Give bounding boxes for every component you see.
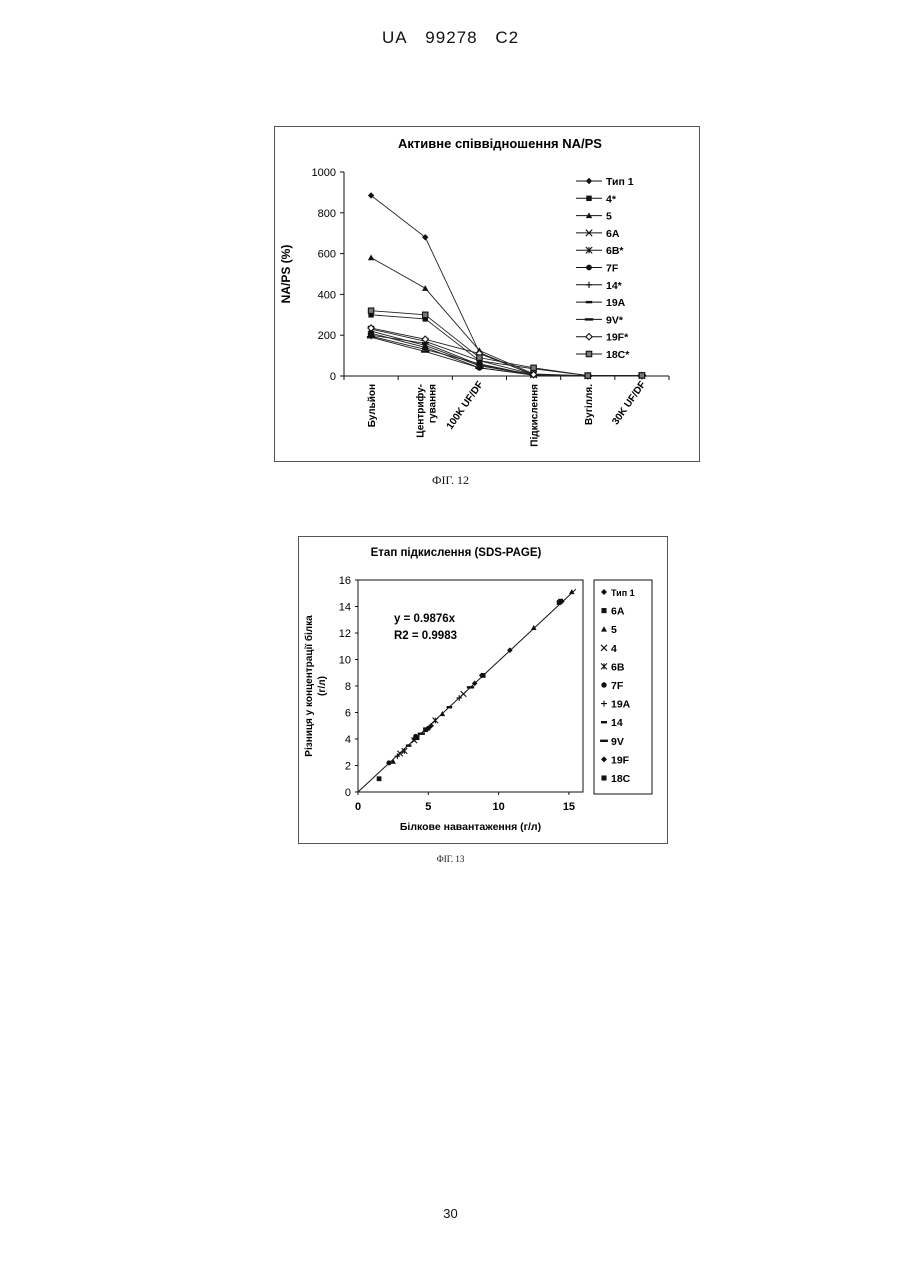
chart1-y-tick-label: 400	[318, 289, 336, 301]
chart2-x-tick-label: 0	[355, 801, 361, 813]
chart2-title: Етап підкислення (SDS-PAGE)	[371, 547, 542, 559]
chart1-point	[475, 367, 483, 369]
patent-header: UA 99278 C2	[0, 28, 901, 48]
chart2-legend-label: 14	[611, 717, 623, 729]
chart1-point	[531, 365, 536, 370]
chart1-legend-label: 19A	[606, 297, 626, 309]
chart2-y-tick-label: 12	[339, 628, 351, 640]
page-number: 30	[0, 1206, 901, 1221]
chart2-point	[467, 686, 474, 688]
chart2-point	[386, 760, 391, 765]
chart1-point	[639, 373, 644, 378]
chart1-legend-label: Тип 1	[606, 176, 634, 188]
chart2-annotation: R2 = 0.9983	[394, 630, 457, 642]
chart1-legend-marker	[586, 351, 591, 356]
chart1-y-tick-label: 0	[330, 371, 336, 383]
chart2-legend-label: Тип 1	[611, 588, 635, 598]
patent-country: UA	[382, 28, 408, 47]
chart1-y-tick-label: 200	[318, 330, 336, 342]
chart1-legend-label: 7F	[606, 263, 619, 275]
chart2-legend-label: 7F	[611, 680, 624, 692]
chart1-point	[585, 373, 590, 378]
chart1-title: Активне співвідношення NA/PS	[398, 136, 602, 151]
chart1-point	[367, 336, 375, 338]
chart2-point	[557, 600, 562, 605]
chart1-frame	[275, 127, 700, 462]
chart2-y-label-1: Різниця у концентрації білка	[303, 615, 315, 757]
chart1-legend-label: 9V*	[606, 314, 624, 326]
patent-kind: C2	[495, 28, 519, 47]
caption-fig13: ФІГ. 13	[0, 854, 901, 864]
chart2-legend-label: 19A	[611, 699, 631, 711]
chart2-x-tick-label: 10	[493, 801, 505, 813]
chart2-y-tick-label: 4	[345, 734, 351, 746]
chart1-legend-marker	[586, 196, 591, 201]
chart2-annotation: y = 0.9876x	[394, 613, 456, 625]
chart2-point	[406, 744, 412, 746]
chart1-x-label-3: Підкислення	[530, 384, 541, 447]
chart2-x-label: Білкове навантаження (г/л)	[400, 821, 541, 833]
chart2-legend-label: 5	[611, 624, 617, 636]
chart1-x-label-0: Бульйон	[367, 384, 378, 427]
chart1-point	[423, 312, 428, 317]
chart1-point	[477, 355, 482, 360]
chart1-legend-marker	[585, 318, 593, 320]
chart1-legend-label: 18C*	[606, 349, 630, 361]
chart2-y-tick-label: 0	[345, 787, 351, 799]
caption-fig12: ФІГ. 12	[0, 473, 901, 488]
chart2-legend-marker	[601, 721, 607, 723]
chart2-y-tick-label: 2	[345, 761, 351, 773]
chart2-x-tick-label: 15	[563, 801, 575, 813]
chart1-legend-marker	[586, 301, 592, 303]
chart1-legend-label: 6A	[606, 228, 620, 240]
chart1-legend-label: 5	[606, 211, 612, 223]
chart1-legend-label: 6B*	[606, 245, 624, 257]
chart2-point	[423, 727, 428, 732]
chart2-point	[481, 673, 486, 678]
chart2-point	[418, 733, 425, 735]
chart1-legend-marker	[586, 265, 592, 271]
chart2-y-tick-label: 14	[339, 602, 351, 614]
chart1-point	[368, 308, 373, 313]
chart2-y-label-2: (г/л)	[317, 676, 328, 696]
chart1-y-tick-label: 800	[318, 208, 336, 220]
chart2-legend-marker	[601, 682, 606, 687]
chart1-legend-label: 19F*	[606, 332, 629, 344]
chart2-legend-label: 6A	[611, 606, 625, 618]
chart2-legend-label: 4	[611, 643, 617, 655]
chart1-y-tick-label: 600	[318, 249, 336, 261]
chart2-legend-marker	[601, 775, 606, 780]
chart1-y-label: NA/PS (%)	[279, 245, 293, 304]
chart2-y-tick-label: 16	[339, 575, 351, 587]
chart1-y-tick-label: 1000	[312, 167, 336, 179]
chart-sds-page: Етап підкислення (SDS-PAGE) 0 2 4 6 8 10 12 14 16…	[298, 536, 668, 844]
chart2-legend-label: 19F	[611, 754, 630, 766]
chart2-y-tick-label: 10	[339, 655, 351, 667]
chart2-y-tick-label: 8	[345, 681, 351, 693]
chart2-legend-label: 9V	[611, 736, 624, 748]
chart2-legend-label: 6B	[611, 661, 625, 673]
chart2-point	[377, 776, 382, 781]
chart2-point	[447, 706, 453, 708]
chart2-legend-marker	[601, 608, 606, 613]
chart2-y-tick-label: 6	[345, 708, 351, 720]
patent-number: 99278	[425, 28, 477, 47]
chart2-point	[413, 734, 418, 739]
chart2-legend-marker	[600, 740, 608, 742]
chart1-point	[476, 364, 482, 366]
chart2-legend-label: 18C	[611, 773, 631, 785]
chart1-x-label-4: Вугілля.	[584, 384, 595, 425]
chart2-x-tick-label: 5	[425, 801, 431, 813]
chart1-legend-label: 4*	[606, 193, 617, 205]
chart1-legend-label: 14*	[606, 280, 623, 292]
chart-na-ps: Активне співвідношення NA/PS 0 200 400 600 80…	[274, 126, 700, 462]
chart1-point	[421, 350, 429, 352]
